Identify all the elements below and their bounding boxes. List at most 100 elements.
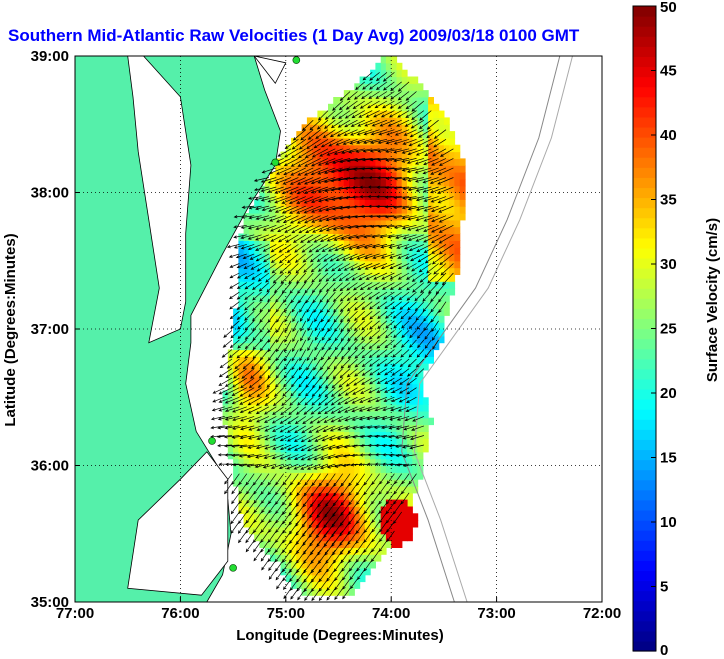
velocity-cell <box>385 438 392 446</box>
velocity-cell <box>285 424 292 432</box>
velocity-cell <box>264 410 271 419</box>
velocity-cell <box>375 499 382 507</box>
velocity-cell <box>343 240 350 248</box>
velocity-cell <box>438 110 445 118</box>
velocity-cell <box>354 288 361 296</box>
velocity-cell <box>454 192 461 200</box>
velocity-cell <box>275 322 282 330</box>
velocity-cell <box>349 124 355 132</box>
velocity-cell <box>312 445 318 453</box>
velocity-cell <box>301 172 308 180</box>
velocity-cell <box>333 472 340 480</box>
velocity-cell <box>322 520 329 528</box>
velocity-cell <box>396 465 403 473</box>
velocity-cell <box>364 390 371 398</box>
velocity-cell <box>412 253 419 262</box>
velocity-cell <box>422 329 429 337</box>
velocity-cell <box>407 103 413 112</box>
velocity-cell <box>438 199 445 207</box>
velocity-cell <box>412 342 419 351</box>
velocity-cell <box>233 349 239 357</box>
velocity-cell <box>433 103 440 112</box>
velocity-vector-field <box>210 72 454 602</box>
velocity-cell <box>349 178 355 187</box>
velocity-cell <box>317 431 324 439</box>
velocity-cell <box>401 83 408 91</box>
velocity-cell <box>391 124 398 132</box>
velocity-cell <box>306 533 313 542</box>
velocity-cell <box>433 117 440 125</box>
velocity-cell <box>248 506 255 514</box>
velocity-cell <box>317 335 324 344</box>
velocity-cell <box>370 520 376 528</box>
velocity-cell <box>391 144 398 153</box>
velocity-cell <box>317 219 324 228</box>
velocity-cell <box>306 178 313 187</box>
velocity-cell <box>359 438 366 446</box>
velocity-cell <box>306 144 313 153</box>
y-tick-label: 35:00 <box>31 594 69 611</box>
velocity-cell <box>259 520 266 528</box>
velocity-cell <box>275 356 282 364</box>
velocity-cell <box>275 520 282 528</box>
velocity-cell <box>349 458 355 467</box>
velocity-cell <box>443 288 450 296</box>
velocity-cell <box>328 288 334 296</box>
velocity-cell <box>375 315 382 323</box>
velocity-cell <box>222 417 229 426</box>
velocity-cell <box>280 458 287 467</box>
velocity-cell <box>370 103 376 112</box>
velocity-cell <box>296 404 303 412</box>
velocity-cell <box>380 233 387 241</box>
velocity-cell <box>338 137 345 146</box>
velocity-cell <box>343 247 350 255</box>
velocity-cell <box>338 172 345 180</box>
velocity-cell <box>227 410 234 419</box>
velocity-cell <box>285 431 292 439</box>
velocity-cell <box>354 581 361 589</box>
velocity-cell <box>285 335 292 344</box>
velocity-cell <box>301 192 308 200</box>
velocity-cell <box>375 144 382 153</box>
velocity-cell <box>422 288 429 296</box>
velocity-cell <box>312 404 318 412</box>
velocity-cell <box>248 226 255 234</box>
velocity-cell <box>243 370 250 378</box>
velocity-cell <box>385 185 392 194</box>
velocity-cell <box>401 383 408 391</box>
velocity-cell <box>306 520 313 528</box>
velocity-cell <box>370 76 376 84</box>
velocity-cell <box>317 165 324 173</box>
velocity-cell <box>280 438 287 446</box>
velocity-cell <box>264 397 271 405</box>
velocity-cell <box>322 342 329 351</box>
velocity-cell <box>401 397 408 405</box>
velocity-cell <box>306 267 313 275</box>
velocity-cell <box>417 451 424 460</box>
velocity-cell <box>338 219 345 228</box>
velocity-cell <box>328 540 334 548</box>
velocity-cell <box>343 567 350 576</box>
velocity-cell <box>349 226 355 234</box>
velocity-cell <box>301 185 308 194</box>
colorbar-tick-label: 25 <box>660 321 677 338</box>
velocity-cell <box>433 131 440 139</box>
y-tick-label: 38:00 <box>31 185 69 202</box>
velocity-cell <box>275 376 282 385</box>
velocity-cell <box>380 206 387 214</box>
velocity-cell <box>243 288 250 296</box>
colorbar-cell <box>633 86 656 98</box>
velocity-cell <box>296 445 303 453</box>
velocity-cell <box>243 281 250 289</box>
velocity-cell <box>338 410 345 419</box>
velocity-cell <box>385 335 392 344</box>
velocity-cell <box>391 451 398 460</box>
velocity-cell <box>280 554 287 562</box>
velocity-cell <box>343 178 350 187</box>
velocity-cell <box>354 356 361 364</box>
velocity-cell <box>396 247 403 255</box>
velocity-cell <box>443 206 450 214</box>
velocity-cell <box>296 213 303 221</box>
velocity-cell <box>333 370 340 378</box>
velocity-cell <box>359 240 366 248</box>
